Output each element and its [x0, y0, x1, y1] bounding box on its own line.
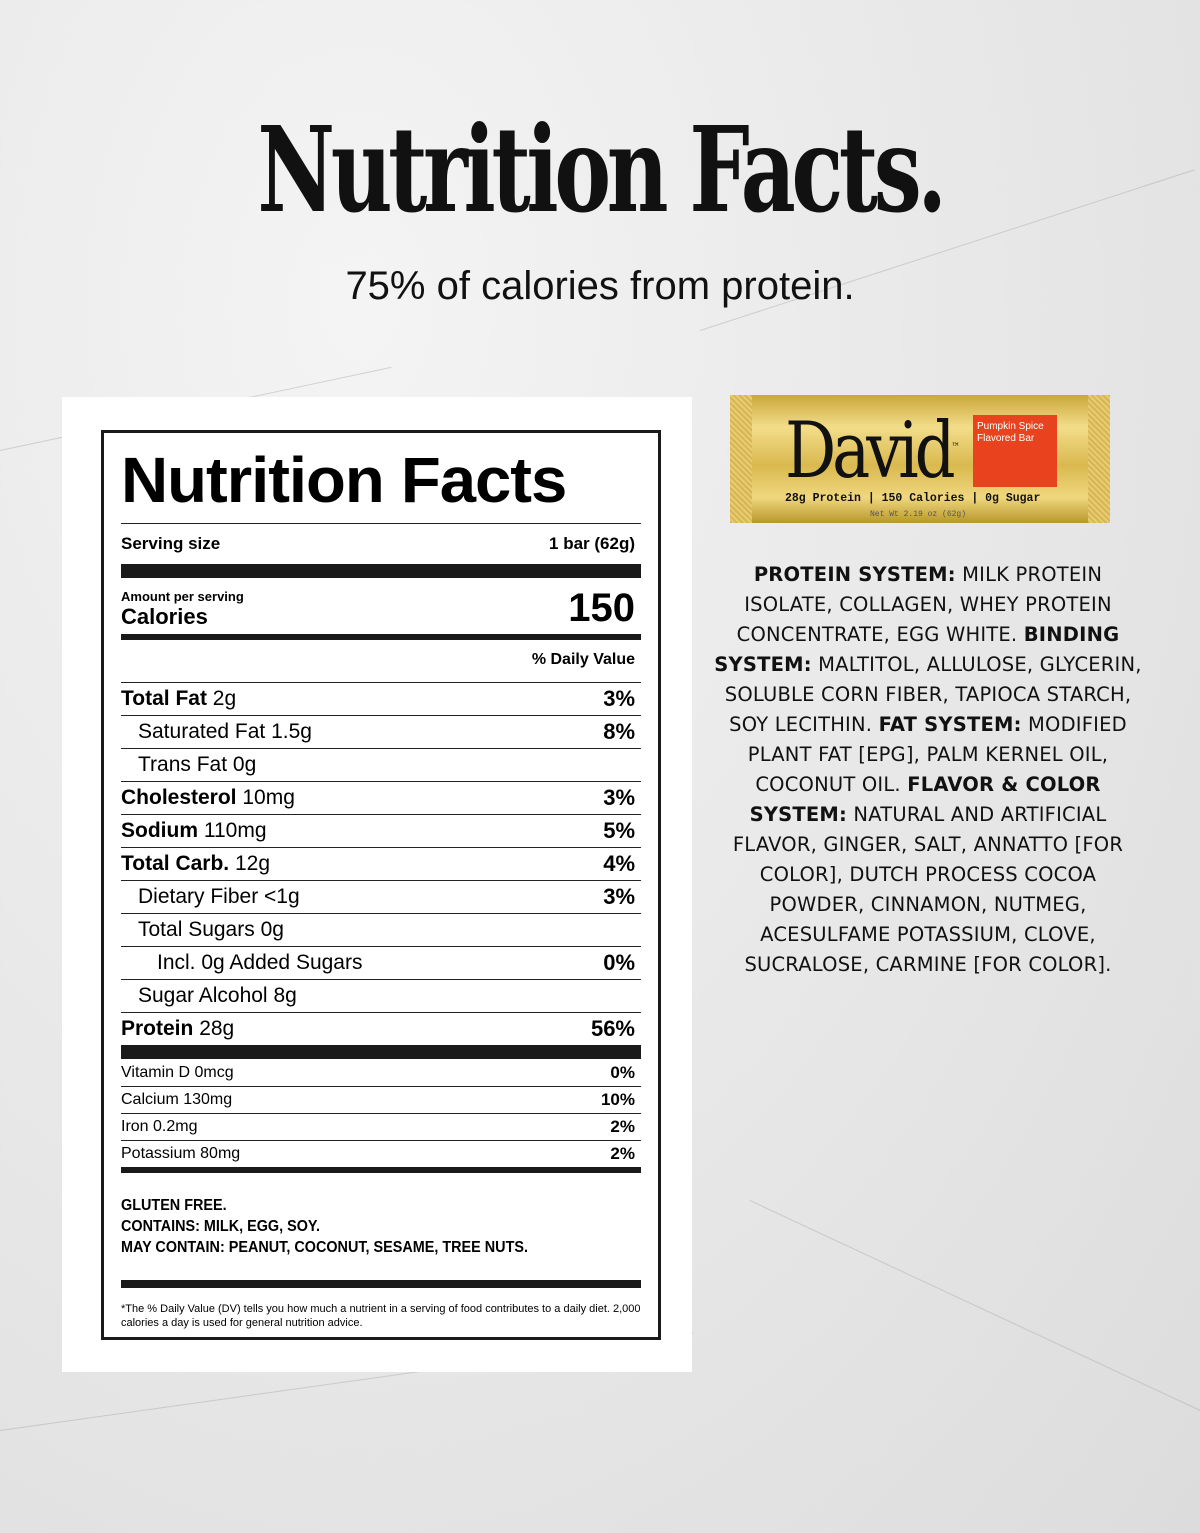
daily-value-header: % Daily Value — [531, 651, 635, 668]
product-wrapper-image: David™ Pumpkin Spice Flavored Bar 28g Pr… — [730, 395, 1110, 523]
page-title: Nutrition Facts. — [257, 100, 947, 239]
calories-label: Calories — [121, 604, 208, 629]
ingredient-system-label: BINDING SYSTEM: — [714, 623, 1120, 676]
amount-per-serving: Amount per serving — [121, 589, 244, 604]
nutrition-label-card: Nutrition Facts Serving size 1 bar (62g)… — [62, 397, 692, 1372]
nutrient-row: Total Carb. 12g 4% — [121, 847, 641, 880]
vitamin-row: Iron 0.2mg 2% — [121, 1113, 641, 1140]
daily-value-percent: 3% — [603, 884, 635, 909]
daily-value-percent: 3% — [603, 686, 635, 711]
marble-vein — [749, 1200, 1200, 1413]
ingredient-system-label: PROTEIN SYSTEM: — [753, 563, 956, 586]
ingredient-system-label: FAT SYSTEM: — [878, 713, 1022, 736]
nutrient-row: Saturated Fat 1.5g 8% — [121, 715, 641, 748]
nutrient-row: Total Fat 2g 3% — [121, 682, 641, 715]
daily-value-percent: 3% — [603, 785, 635, 810]
product-claims: 28g Protein | 150 Calories | 0g Sugar — [785, 492, 1041, 505]
ingredient-list: NATURAL AND ARTIFICIAL FLAVOR, GINGER, S… — [732, 803, 1124, 976]
allergen-line: GLUTEN FREE. — [121, 1197, 227, 1214]
page-subtitle: 75% of calories from protein. — [345, 264, 855, 308]
ingredient-list: MODIFIED PLANT FAT [EPG], PALM KERNEL OI… — [747, 713, 1127, 796]
nutrient-row: Total Sugars 0g — [121, 913, 641, 946]
nutrient-row: Trans Fat 0g — [121, 748, 641, 781]
nutrient-row: Cholesterol 10mg 3% — [121, 781, 641, 814]
calories-value: 150 — [568, 586, 635, 630]
label-title: Nutrition Facts — [121, 444, 567, 516]
nutrient-row: Sodium 110mg 5% — [121, 814, 641, 847]
daily-value-percent: 4% — [603, 851, 635, 876]
ingredient-list: MILK PROTEIN ISOLATE, COLLAGEN, WHEY PRO… — [736, 563, 1112, 646]
serving-size-value: 1 bar (62g) — [549, 534, 635, 553]
daily-value-percent: 0% — [603, 950, 635, 975]
nutrient-row: Incl. 0g Added Sugars 0% — [121, 946, 641, 979]
vitamin-row: Potassium 80mg 2% — [121, 1140, 641, 1167]
nutrient-row: Sugar Alcohol 8g — [121, 979, 641, 1012]
footnote: *The % Daily Value (DV) tells you how mu… — [121, 1303, 641, 1329]
allergen-line: CONTAINS: MILK, EGG, SOY. — [121, 1218, 320, 1235]
ingredient-list: MALTITOL, ALLULOSE, GLYCERIN, SOLUBLE CO… — [724, 653, 1142, 736]
vitamin-row: Vitamin D 0mcg 0% — [121, 1062, 635, 1082]
allergen-line: MAY CONTAIN: PEANUT, COCONUT, SESAME, TR… — [121, 1239, 528, 1256]
ingredient-system-label: FLAVOR & COLOR SYSTEM: — [749, 773, 1101, 826]
ingredients-text: PROTEIN SYSTEM: MILK PROTEIN ISOLATE, CO… — [712, 560, 1144, 980]
net-weight: Net Wt 2.19 oz (62g) — [870, 510, 967, 519]
vitamin-row: Calcium 130mg 10% — [121, 1086, 641, 1113]
nutrient-row: Protein 28g 56% — [121, 1012, 641, 1045]
brand-logo: David™ — [785, 406, 960, 496]
daily-value-percent: 5% — [603, 818, 635, 843]
nutrition-label: Nutrition Facts Serving size 1 bar (62g)… — [101, 430, 661, 1340]
daily-value-percent: 56% — [590, 1016, 635, 1041]
flavor-badge: Pumpkin Spice Flavored Bar — [973, 415, 1057, 487]
nutrient-row: Dietary Fiber <1g 3% — [121, 880, 641, 913]
daily-value-percent: 8% — [603, 719, 635, 744]
serving-size-label: Serving size — [121, 534, 221, 553]
